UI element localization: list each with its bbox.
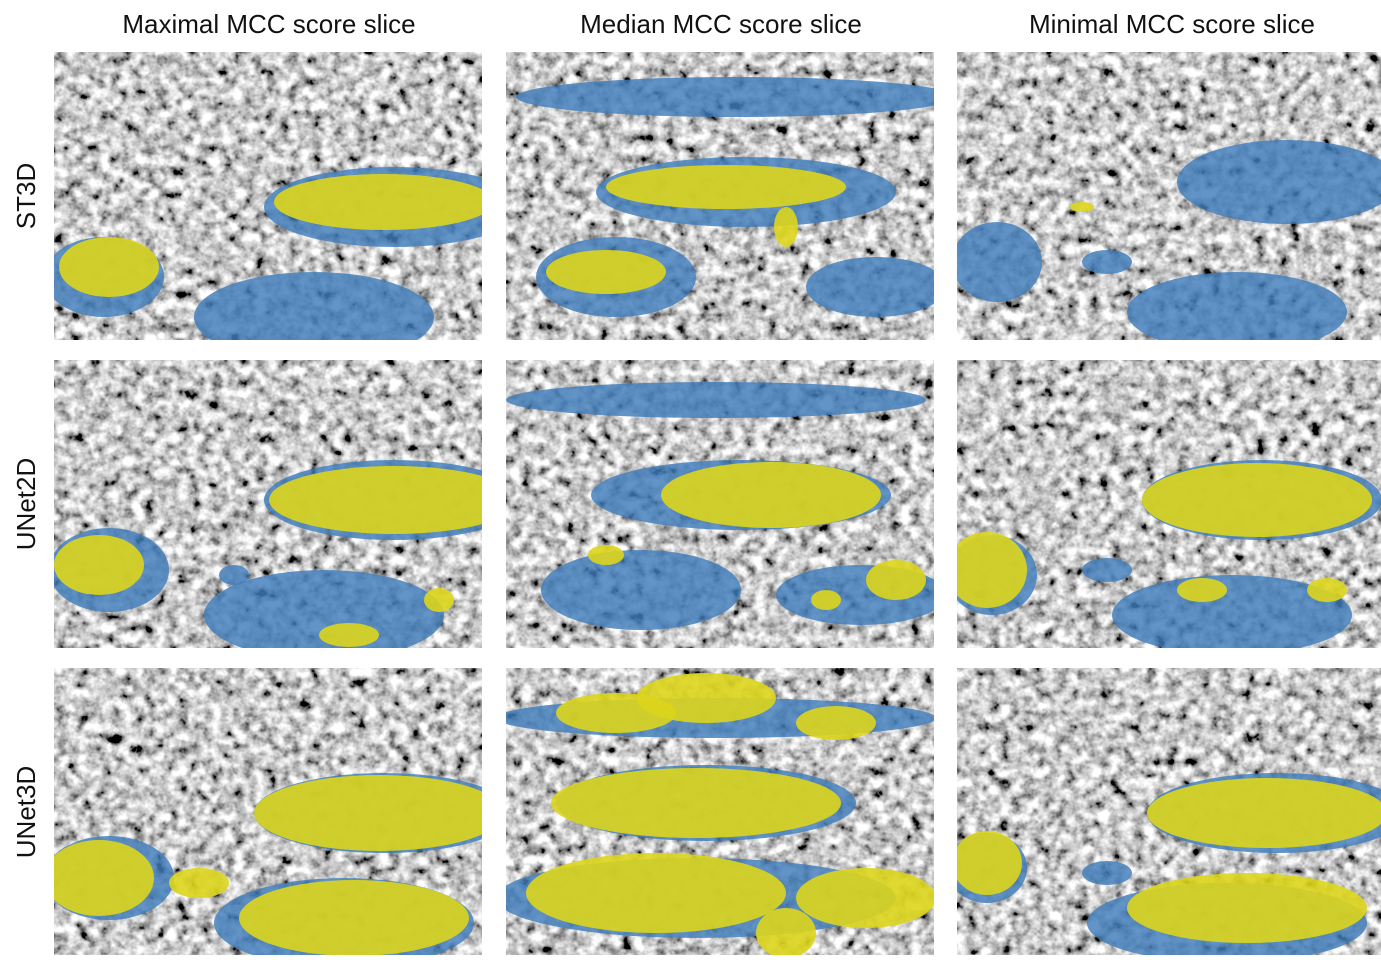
prediction-mask	[661, 462, 881, 528]
row-label: UNet2D	[11, 458, 41, 550]
prediction-mask	[54, 535, 144, 595]
prediction-mask	[1147, 778, 1381, 848]
prediction-mask	[546, 250, 666, 294]
prediction-mask	[606, 165, 846, 209]
prediction-mask	[774, 207, 798, 247]
image-panel	[506, 52, 956, 340]
prediction-mask	[811, 590, 841, 610]
background-mask	[194, 272, 434, 362]
image-panel	[947, 668, 1381, 955]
image-panel	[44, 52, 524, 362]
prediction-mask	[44, 840, 154, 916]
column-title: Maximal MCC score slice	[122, 9, 415, 39]
image-panel	[49, 360, 524, 660]
background-mask	[952, 222, 1042, 302]
prediction-mask	[239, 880, 469, 955]
prediction-mask	[1127, 873, 1367, 943]
prediction-mask	[424, 588, 454, 612]
image-panel	[947, 360, 1381, 655]
background-mask	[1127, 272, 1347, 352]
prediction-mask	[947, 532, 1027, 608]
prediction-mask	[1307, 578, 1347, 602]
image-panel	[952, 52, 1381, 352]
background-mask	[1082, 861, 1132, 885]
prediction-mask	[1070, 202, 1094, 212]
prediction-mask	[269, 466, 519, 534]
prediction-mask	[1177, 578, 1227, 602]
prediction-mask	[1142, 463, 1372, 537]
background-mask	[1082, 558, 1132, 582]
background-mask	[806, 257, 946, 317]
column-title: Minimal MCC score slice	[1029, 9, 1315, 39]
prediction-mask	[588, 545, 624, 565]
background-mask	[516, 77, 956, 117]
prediction-mask	[952, 831, 1022, 895]
prediction-mask	[796, 706, 876, 740]
prediction-mask	[526, 853, 786, 933]
prediction-mask	[636, 673, 776, 723]
image-panel	[44, 668, 514, 955]
image-panel	[506, 360, 946, 648]
row-label: ST3D	[11, 163, 41, 229]
prediction-mask	[169, 868, 229, 898]
background-mask	[1082, 250, 1132, 274]
background-mask	[219, 565, 249, 585]
background-mask	[506, 382, 926, 418]
prediction-mask	[551, 768, 841, 838]
prediction-mask	[59, 237, 159, 297]
prediction-mask	[796, 868, 936, 928]
prediction-mask	[319, 623, 379, 647]
row-label: UNet3D	[11, 766, 41, 858]
figure: Maximal MCC score slice Median MCC score…	[0, 0, 1381, 955]
column-title: Median MCC score slice	[580, 9, 862, 39]
panels	[44, 52, 1381, 955]
prediction-mask	[274, 174, 494, 230]
image-panel	[496, 668, 936, 955]
prediction-mask	[866, 560, 926, 600]
background-mask	[541, 550, 741, 630]
prediction-mask	[254, 775, 504, 851]
